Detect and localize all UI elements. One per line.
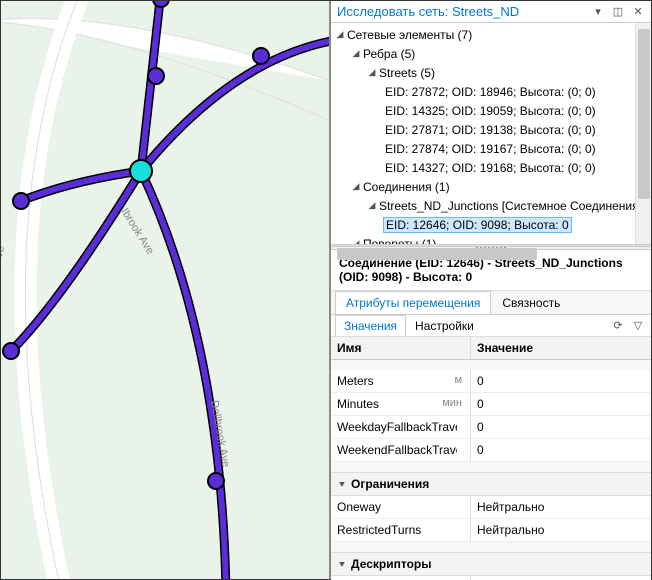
filter-icon[interactable]: ▽ xyxy=(631,319,645,333)
group-restrictions[interactable]: ⯆Ограничения xyxy=(331,472,651,496)
tree-junctions[interactable]: ◢Соединения (1) xyxy=(331,177,651,196)
table-row[interactable]: WeekendFallbackTravelTime0 xyxy=(331,439,651,462)
pin-icon[interactable]: ◫ xyxy=(611,5,625,19)
close-icon[interactable]: ✕ xyxy=(631,5,645,19)
tree-streets[interactable]: ◢Streets (5) xyxy=(331,63,651,82)
table-row[interactable]: RoadClass xyxy=(331,576,651,580)
table-row[interactable]: RestrictedTurnsНейтрально xyxy=(331,519,651,542)
detail-tabs: Атрибуты перемещения Связность xyxy=(331,291,651,315)
network-map: Ibrook Ave Dellbrook Ave on Ave xyxy=(1,1,329,579)
tree-view[interactable]: ◢Сетевые элементы (7) ◢Ребра (5) ◢Street… xyxy=(331,23,651,245)
tree-turns[interactable]: ◢Повороты (1) xyxy=(331,234,651,245)
table-row[interactable]: Metersм0 xyxy=(331,370,651,393)
tree-junction-class[interactable]: ◢Streets_ND_Junctions [Системное Соедине… xyxy=(331,196,651,215)
tree-edges[interactable]: ◢Ребра (5) xyxy=(331,44,651,63)
tree-leaf[interactable]: EID: 14325; OID: 19059; Высота: (0; 0) xyxy=(331,101,651,120)
app-root: Ibrook Ave Dellbrook Ave on Ave Исследов… xyxy=(0,0,652,580)
sub-tabs: Значения Настройки xyxy=(331,315,611,336)
tree-junction-selected[interactable]: EID: 12646; OID: 9098; Высота: 0 xyxy=(331,215,651,234)
explore-panel: Исследовать сеть: Streets_ND ▾ ◫ ✕ ◢Сете… xyxy=(329,1,651,579)
table-row[interactable]: Minutesмин0 xyxy=(331,393,651,416)
tab-attributes[interactable]: Атрибуты перемещения xyxy=(335,291,491,314)
col-name[interactable]: Имя xyxy=(331,337,471,359)
tree-leaf[interactable]: EID: 27872; OID: 18946; Высота: (0; 0) xyxy=(331,82,651,101)
tree-leaf[interactable]: EID: 27871; OID: 19138; Высота: (0; 0) xyxy=(331,120,651,139)
tab-connectivity[interactable]: Связность xyxy=(491,291,571,314)
tree-leaf[interactable]: EID: 14327; OID: 19168; Высота: (0; 0) xyxy=(331,158,651,177)
col-value[interactable]: Значение xyxy=(471,337,651,359)
subtab-settings[interactable]: Настройки xyxy=(406,315,483,336)
tree-root[interactable]: ◢Сетевые элементы (7) xyxy=(331,25,651,44)
panel-title: Исследовать сеть: Streets_ND xyxy=(337,4,591,19)
table-row[interactable]: WeekdayFallbackTravelTime0 xyxy=(331,416,651,439)
table-row[interactable]: OnewayНейтрально xyxy=(331,496,651,519)
tree-leaf[interactable]: EID: 27874; OID: 19167; Высота: (0; 0) xyxy=(331,139,651,158)
group-descriptors[interactable]: ⯆Дескрипторы xyxy=(331,552,651,576)
tree-scrollbar-v[interactable] xyxy=(635,23,651,244)
refresh-icon[interactable]: ⟳ xyxy=(611,319,625,333)
tree-scrollbar-h[interactable] xyxy=(331,245,651,246)
map-pane[interactable]: Ibrook Ave Dellbrook Ave on Ave xyxy=(1,1,329,579)
dropdown-icon[interactable]: ▾ xyxy=(591,5,605,19)
panel-header: Исследовать сеть: Streets_ND ▾ ◫ ✕ xyxy=(331,1,651,23)
attribute-table: Имя Значение Metersм0Minutesмин0WeekdayF… xyxy=(331,337,651,580)
subtab-values[interactable]: Значения xyxy=(335,315,406,336)
